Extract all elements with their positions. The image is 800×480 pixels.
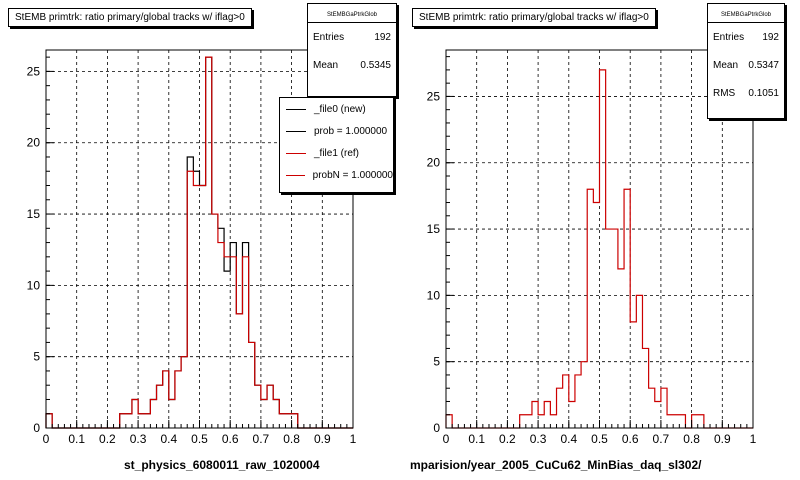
x-axis-tick-label: 0.7 xyxy=(253,432,270,446)
y-axis-tick-label: 20 xyxy=(427,156,441,170)
stats-entries-row: Entries 192 xyxy=(313,31,391,43)
legend-entry: _file1 (ref) xyxy=(280,142,393,164)
stats-mean-row: Mean 0.5347 xyxy=(713,59,779,71)
legend-swatch xyxy=(286,174,305,176)
x-axis-tick-label: 0.9 xyxy=(714,432,731,446)
legend-entry: _file0 (new) xyxy=(280,98,393,120)
stats-rms-row: RMS 0.1051 xyxy=(713,87,779,99)
x-axis-tick-label: 0.6 xyxy=(622,432,639,446)
left-x-axis-title: st_physics_6080011_raw_1020004 xyxy=(124,458,320,472)
y-axis-tick-label: 20 xyxy=(27,136,41,150)
x-axis-tick-label: 0.1 xyxy=(468,432,485,446)
right-pad: 0 0.1 0.2 0.3 0.4 0.5 0.6 0.7 0.8 0.9 1 0 5 10 15 20 25 … xyxy=(400,0,800,480)
legend-swatch xyxy=(286,152,306,154)
x-axis-tick-label: 0.5 xyxy=(591,432,608,446)
y-axis-tick-label: 25 xyxy=(27,64,41,78)
stats-mean-row: Mean 0.5345 xyxy=(313,59,391,71)
x-axis-tick-label: 0.3 xyxy=(530,432,547,446)
y-axis-tick-label: 0 xyxy=(33,421,40,435)
legend-entry: probN = 1.000000 xyxy=(280,164,393,186)
x-axis-tick-label: 0.2 xyxy=(499,432,516,446)
right-plot-title: StEMB primtrk: ratio primary/global trac… xyxy=(412,8,656,27)
left-legend: _file0 (new) prob = 1.000000 _file1 (ref… xyxy=(279,97,394,193)
y-axis-tick-label: 0 xyxy=(433,421,440,435)
x-axis-tick-label: 0.4 xyxy=(560,432,577,446)
y-axis-tick-label: 15 xyxy=(27,207,41,221)
x-axis-tick-label: 0 xyxy=(43,432,50,446)
stats-entries-row: Entries 192 xyxy=(713,31,779,43)
legend-entry: prob = 1.000000 xyxy=(280,120,393,142)
y-axis-tick-label: 5 xyxy=(433,355,440,369)
x-axis-tick-label: 1 xyxy=(350,432,357,446)
x-axis-tick-label: 0.1 xyxy=(68,432,85,446)
stats-histogram-name: StEMBGaPtrkGlob xyxy=(708,4,784,23)
x-axis-tick-label: 0.9 xyxy=(314,432,331,446)
x-axis-tick-label: 0.8 xyxy=(283,432,300,446)
y-axis-tick-label: 15 xyxy=(427,222,441,236)
x-axis-tick-label: 0.7 xyxy=(653,432,670,446)
x-axis-tick-label: 1 xyxy=(750,432,757,446)
x-axis-tick-label: 0.5 xyxy=(191,432,208,446)
x-axis-tick-label: 0.3 xyxy=(130,432,147,446)
legend-swatch xyxy=(286,108,306,110)
x-axis-tick-label: 0.6 xyxy=(222,432,239,446)
y-axis-tick-label: 10 xyxy=(27,278,41,292)
legend-swatch xyxy=(286,130,306,132)
stats-histogram-name: StEMBGaPtrkGlob xyxy=(308,4,396,23)
x-axis-tick-label: 0.8 xyxy=(683,432,700,446)
left-plot-title: StEMB primtrk: ratio primary/global trac… xyxy=(8,8,252,27)
x-axis-tick-label: 0 xyxy=(443,432,450,446)
left-stats-box: StEMBGaPtrkGlob Entries 192 Mean 0.5345 xyxy=(307,3,397,97)
left-pad: 0 0.1 0.2 0.3 0.4 0.5 0.6 0.7 0.8 0.9 1 0 5 10 15 20 25 … xyxy=(8,3,397,472)
y-axis-tick-label: 5 xyxy=(33,350,40,364)
y-axis-tick-label: 10 xyxy=(427,288,441,302)
right-stats-box: StEMBGaPtrkGlob Entries 192 Mean 0.5347 … xyxy=(707,3,785,119)
x-axis-tick-label: 0.2 xyxy=(99,432,116,446)
y-axis-tick-label: 25 xyxy=(427,89,441,103)
x-axis-tick-label: 0.4 xyxy=(160,432,177,446)
right-x-axis-title: mparision/year_2005_CuCu62_MinBias_daq_s… xyxy=(410,458,702,472)
